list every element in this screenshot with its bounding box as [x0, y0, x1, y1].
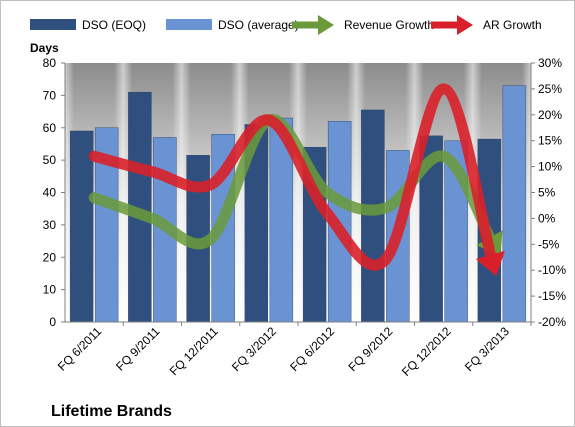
- background-stripe: [405, 63, 424, 322]
- legend-label: AR Growth: [483, 18, 542, 32]
- right-tick-label: 20%: [538, 108, 562, 122]
- chart-caption: Lifetime Brands: [51, 403, 172, 420]
- legend-swatch: [166, 19, 212, 30]
- legend-label: DSO (average): [218, 18, 299, 32]
- legend-label: DSO (EOQ): [82, 18, 146, 32]
- legend-item-revenue-growth: Revenue Growth: [292, 15, 434, 35]
- right-tick-label: 30%: [538, 56, 562, 70]
- legend-swatch: [30, 19, 76, 30]
- legend-item-dso-average-: DSO (average): [166, 18, 299, 32]
- right-tick-label: 10%: [538, 160, 562, 174]
- background-stripe: [230, 63, 249, 322]
- right-tick-label: 25%: [538, 82, 562, 96]
- legend-item-dso-eoq-: DSO (EOQ): [30, 18, 146, 32]
- right-tick-label: -20%: [538, 315, 566, 329]
- right-tick-label: -15%: [538, 289, 566, 303]
- legend-label: Revenue Growth: [344, 18, 434, 32]
- legend-arrowhead: [457, 15, 473, 35]
- legend-item-ar-growth: AR Growth: [431, 15, 542, 35]
- left-tick-label: 70: [43, 88, 57, 102]
- background-stripe: [289, 63, 307, 322]
- left-tick-label: 0: [49, 315, 56, 329]
- legend-arrowhead: [318, 15, 334, 35]
- left-tick-label: 80: [43, 56, 57, 70]
- left-axis-title: Days: [30, 41, 59, 55]
- left-tick-label: 50: [43, 153, 57, 167]
- right-tick-label: -10%: [538, 263, 566, 277]
- left-tick-label: 20: [43, 250, 57, 264]
- bar-dso-eoq: [69, 130, 94, 323]
- left-tick-label: 40: [43, 186, 57, 200]
- background-stripe: [114, 63, 133, 322]
- right-tick-label: 15%: [538, 134, 562, 148]
- bar-dso-eoq: [361, 109, 385, 323]
- bar-dso-average: [502, 85, 527, 323]
- right-tick-label: 5%: [538, 186, 556, 200]
- background-stripe: [172, 63, 191, 322]
- line-ar-growth: [88, 83, 497, 271]
- left-tick-label: 60: [43, 121, 57, 135]
- arrowhead-ar-growth: [475, 250, 505, 277]
- right-tick-label: 0%: [538, 211, 556, 225]
- right-tick-label: -5%: [538, 237, 560, 251]
- left-tick-label: 30: [43, 218, 57, 232]
- left-tick-label: 10: [43, 283, 57, 297]
